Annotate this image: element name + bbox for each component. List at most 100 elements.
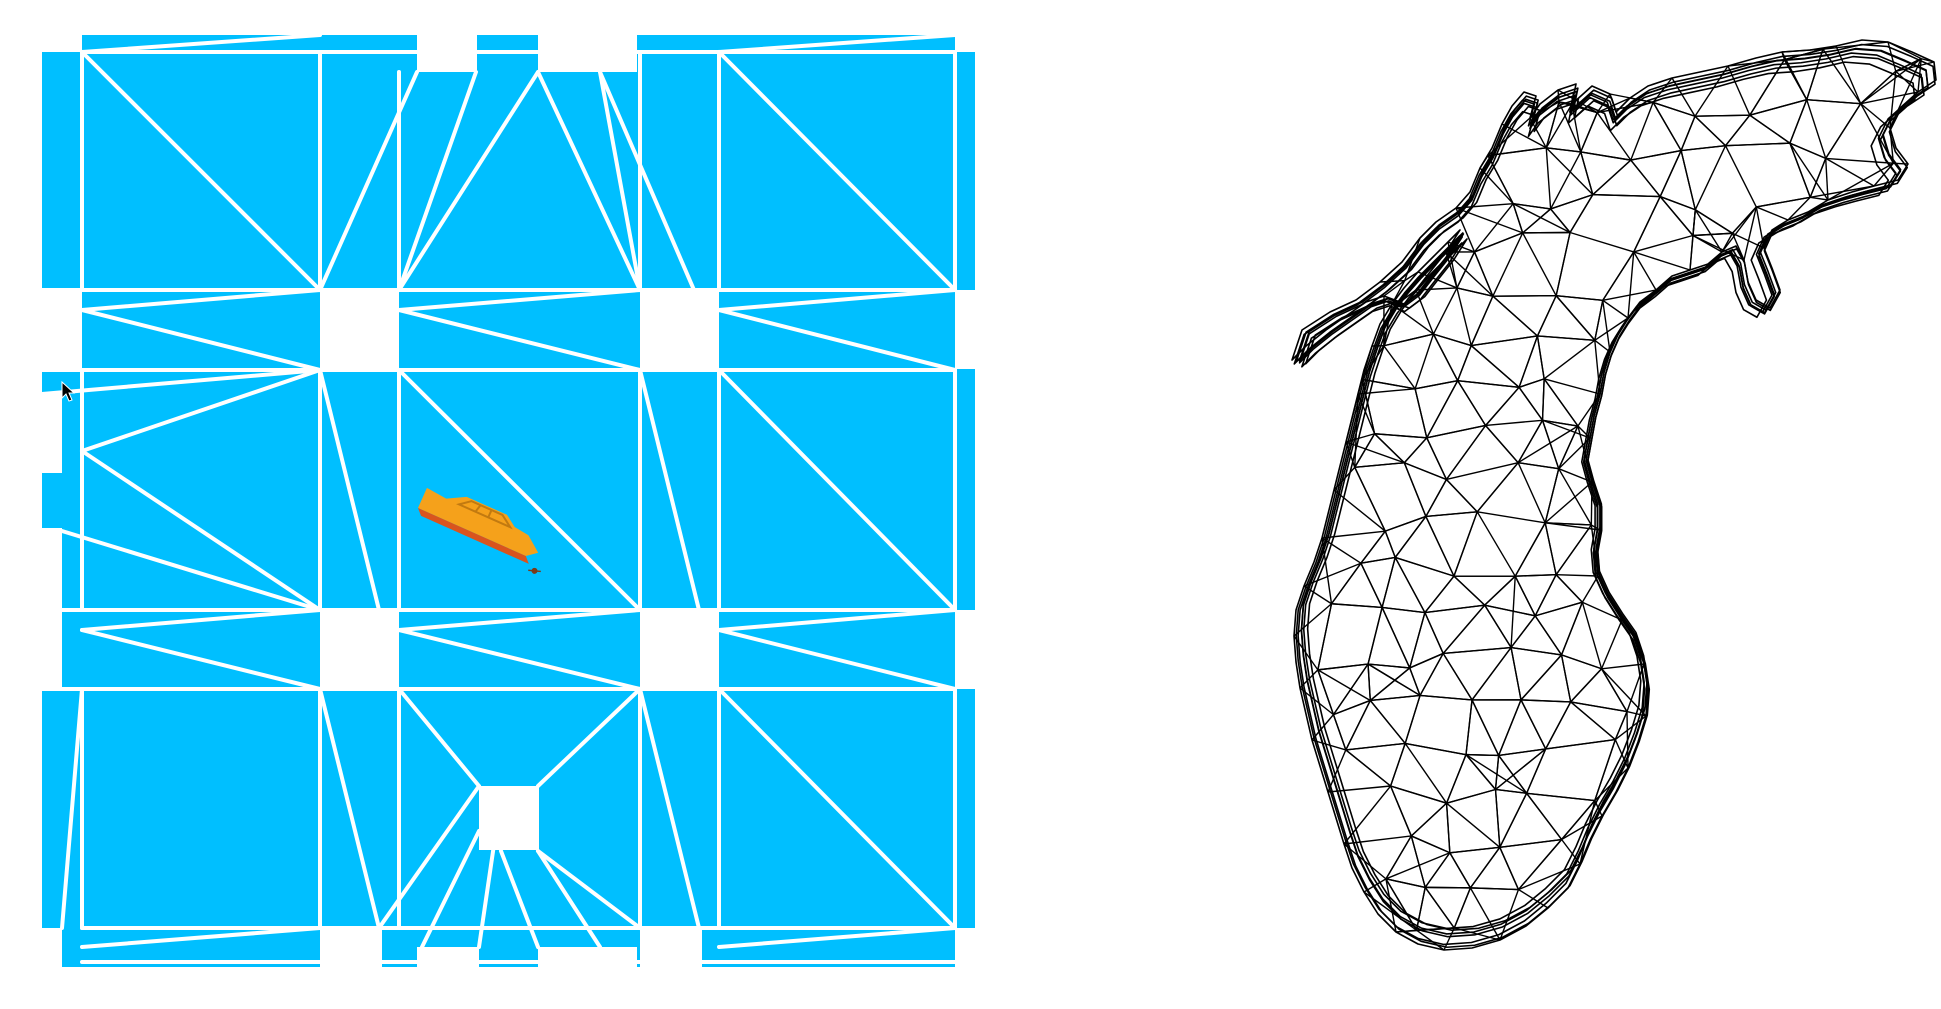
lake-mesh-edge bbox=[1561, 654, 1602, 670]
obstacle-hole bbox=[42, 394, 62, 473]
lake-mesh-edge bbox=[1755, 206, 1765, 249]
lake-shoreline bbox=[1301, 61, 1916, 930]
lake-mesh-edge bbox=[1581, 602, 1603, 669]
lake-mesh-edge bbox=[1361, 345, 1373, 380]
lake-mesh-edge bbox=[1556, 295, 1603, 302]
lake-mesh-edge bbox=[1806, 99, 1827, 159]
lake-mesh-edge bbox=[1627, 251, 1635, 319]
lake-mesh-edge bbox=[1550, 193, 1594, 210]
lake-mesh-edge bbox=[1424, 852, 1451, 888]
mesh-edge bbox=[717, 368, 957, 612]
lake-mesh-edge bbox=[1426, 380, 1459, 439]
lake-shoreline bbox=[1298, 52, 1924, 935]
lake-mesh-edge bbox=[1518, 386, 1544, 421]
lake-mesh-edge bbox=[1426, 424, 1486, 439]
obstacle-hole bbox=[955, 290, 975, 369]
lake-mesh-edge bbox=[1725, 142, 1790, 147]
lake-mesh-edge bbox=[1825, 157, 1894, 164]
mesh-edge bbox=[80, 288, 322, 312]
lake-mesh-edge bbox=[1544, 481, 1593, 524]
navigation-mesh[interactable] bbox=[0, 0, 1000, 1009]
lake-mesh-edge bbox=[1354, 393, 1359, 468]
mesh-edge bbox=[420, 829, 481, 949]
obstacle-hole bbox=[320, 290, 399, 369]
lake-mesh-edge bbox=[1303, 562, 1362, 587]
lake-mesh-edge bbox=[1558, 425, 1579, 469]
lake-mesh-edge bbox=[1499, 889, 1520, 941]
obstacle-hole bbox=[479, 786, 539, 850]
lake-mesh-edge bbox=[1499, 847, 1520, 890]
lake-mesh-edge bbox=[1345, 742, 1406, 751]
lake-mesh-edge bbox=[1557, 89, 1560, 102]
lake-mesh-edge bbox=[1498, 755, 1528, 794]
lake-mesh-edge bbox=[1659, 196, 1694, 236]
lake-mesh-edge bbox=[1404, 695, 1421, 744]
lake-mesh-edge bbox=[1633, 251, 1657, 291]
lake-mesh-edge bbox=[1317, 603, 1333, 671]
lake-mesh-edge bbox=[1424, 575, 1455, 613]
lake-mesh-edge bbox=[1381, 607, 1411, 669]
lake-mesh-edge bbox=[1873, 162, 1894, 187]
lake-mesh-edge bbox=[1354, 462, 1405, 469]
lake-mesh-edge bbox=[1889, 71, 1897, 129]
mesh-edge bbox=[536, 70, 642, 292]
lake-mesh-edge bbox=[1518, 462, 1559, 470]
lake-mesh-edge bbox=[1825, 103, 1862, 159]
lake-mesh-edge bbox=[1600, 668, 1628, 712]
lake-mesh-edge bbox=[1633, 234, 1694, 253]
obstacle-hole bbox=[640, 290, 719, 369]
lake-mesh-edge bbox=[1367, 663, 1371, 701]
lake-mesh-edge bbox=[1293, 603, 1332, 637]
lake-mesh-edge bbox=[1487, 147, 1547, 157]
lake-mesh-edge bbox=[1535, 601, 1583, 617]
lake-mesh-edge bbox=[1580, 151, 1631, 161]
lake-mesh-edge bbox=[1477, 511, 1546, 524]
lake-mesh-edge bbox=[1501, 123, 1547, 149]
lake-mesh-edge bbox=[1492, 232, 1524, 297]
lake-mesh-edge bbox=[1360, 530, 1386, 564]
lake-mesh-edge bbox=[1385, 878, 1418, 931]
lake-mesh-edge bbox=[1494, 755, 1500, 790]
lake-mesh-edge bbox=[1317, 669, 1371, 702]
lake-mesh-edge bbox=[1333, 489, 1386, 532]
lake-mesh-edge bbox=[1512, 203, 1571, 234]
lake-mesh-edge bbox=[1447, 241, 1475, 253]
lake-mesh-edge bbox=[1659, 150, 1682, 197]
lake-mesh-edge bbox=[1409, 667, 1421, 696]
mesh-edge bbox=[377, 784, 481, 930]
lake-mesh-edge bbox=[1529, 101, 1560, 119]
lake-mesh-edge bbox=[1404, 462, 1447, 481]
lake-mesh-edge bbox=[1545, 147, 1552, 210]
lake-mesh-edge bbox=[1592, 159, 1632, 196]
mesh-edge bbox=[717, 608, 957, 632]
lake-mesh-edge bbox=[1369, 667, 1411, 702]
mesh-edge bbox=[80, 368, 322, 453]
lake-mesh-edge bbox=[1887, 41, 1922, 60]
lake-mesh-edge bbox=[1445, 479, 1478, 513]
lake-mesh-edge bbox=[1806, 48, 1824, 100]
lake-mesh-edge bbox=[1453, 511, 1478, 577]
lake-mesh-edge bbox=[1515, 574, 1557, 577]
lake-mesh-edge bbox=[1360, 562, 1383, 608]
lake-mesh-edge bbox=[1379, 279, 1405, 283]
boat-icon[interactable] bbox=[413, 481, 557, 576]
mesh-edge bbox=[717, 50, 957, 292]
lake-mesh-edge bbox=[1299, 669, 1319, 689]
lake-mesh-edge bbox=[1385, 878, 1397, 933]
lake-mesh-edge bbox=[1414, 388, 1428, 438]
lake-mesh-edge bbox=[1417, 271, 1458, 289]
lake-mesh-edge bbox=[1590, 481, 1593, 525]
lake-mesh-edge bbox=[1354, 433, 1376, 468]
lake-mesh-edge bbox=[1299, 687, 1334, 716]
lake-mesh-edge bbox=[1582, 601, 1623, 621]
lake-mesh-edge bbox=[1425, 511, 1478, 518]
lake-mesh-edge bbox=[1592, 193, 1661, 198]
lake-mesh-edge bbox=[1692, 209, 1696, 236]
lake-mesh-edge bbox=[1921, 57, 1935, 63]
lake-mesh-edge bbox=[1495, 748, 1547, 791]
lake-mesh-edge bbox=[1781, 48, 1823, 53]
lake-mesh-edge bbox=[1893, 162, 1909, 165]
lake-mesh-edge bbox=[1694, 115, 1727, 147]
lake-mesh-edge bbox=[1473, 203, 1514, 253]
